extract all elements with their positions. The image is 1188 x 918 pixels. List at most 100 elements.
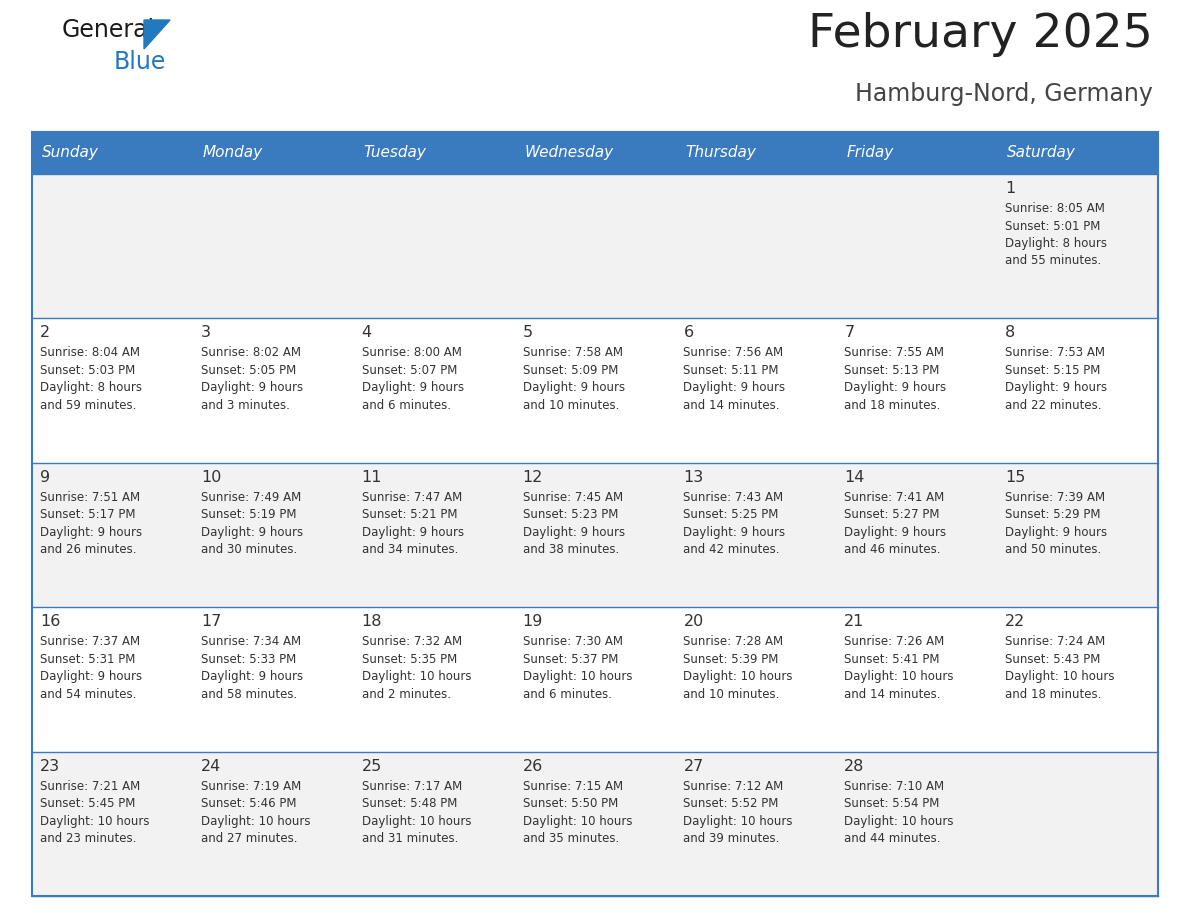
- Text: 28: 28: [845, 758, 865, 774]
- Bar: [32, 132, 192, 174]
- Text: Daylight: 9 hours: Daylight: 9 hours: [40, 526, 143, 539]
- Text: Sunrise: 8:05 AM: Sunrise: 8:05 AM: [1005, 202, 1105, 215]
- Bar: [676, 607, 836, 752]
- Text: and 46 minutes.: and 46 minutes.: [845, 543, 941, 556]
- Text: 26: 26: [523, 758, 543, 774]
- Text: 10: 10: [201, 470, 221, 485]
- Text: 25: 25: [361, 758, 383, 774]
- Text: 23: 23: [40, 758, 61, 774]
- Bar: [676, 319, 836, 463]
- Bar: [354, 174, 514, 319]
- Text: Daylight: 9 hours: Daylight: 9 hours: [40, 670, 143, 683]
- Text: 27: 27: [683, 758, 703, 774]
- Text: Saturday: Saturday: [1007, 145, 1076, 161]
- Text: 6: 6: [683, 325, 694, 341]
- Text: 2: 2: [40, 325, 50, 341]
- Text: 15: 15: [1005, 470, 1025, 485]
- Bar: [32, 752, 192, 896]
- Text: 19: 19: [523, 614, 543, 629]
- Text: Sunrise: 7:26 AM: Sunrise: 7:26 AM: [845, 635, 944, 648]
- Text: and 30 minutes.: and 30 minutes.: [201, 543, 297, 556]
- Text: and 42 minutes.: and 42 minutes.: [683, 543, 781, 556]
- Text: Sunrise: 7:19 AM: Sunrise: 7:19 AM: [201, 779, 301, 792]
- Text: Daylight: 9 hours: Daylight: 9 hours: [201, 670, 303, 683]
- Bar: [354, 752, 514, 896]
- Bar: [676, 174, 836, 319]
- Text: and 27 minutes.: and 27 minutes.: [201, 832, 297, 845]
- Text: and 38 minutes.: and 38 minutes.: [523, 543, 619, 556]
- Text: and 34 minutes.: and 34 minutes.: [361, 543, 459, 556]
- Text: 7: 7: [845, 325, 854, 341]
- Text: 4: 4: [361, 325, 372, 341]
- Text: and 6 minutes.: and 6 minutes.: [523, 688, 612, 700]
- Bar: [192, 463, 354, 607]
- Text: Sunset: 5:52 PM: Sunset: 5:52 PM: [683, 797, 779, 810]
- Text: Tuesday: Tuesday: [364, 145, 426, 161]
- Text: and 14 minutes.: and 14 minutes.: [683, 399, 781, 412]
- Text: Daylight: 9 hours: Daylight: 9 hours: [523, 381, 625, 395]
- Text: Sunset: 5:05 PM: Sunset: 5:05 PM: [201, 364, 296, 377]
- Text: Sunset: 5:23 PM: Sunset: 5:23 PM: [523, 509, 618, 521]
- Text: 1: 1: [1005, 181, 1016, 196]
- Bar: [514, 174, 676, 319]
- Text: 5: 5: [523, 325, 532, 341]
- Text: Sunset: 5:19 PM: Sunset: 5:19 PM: [201, 509, 296, 521]
- Text: Sunset: 5:25 PM: Sunset: 5:25 PM: [683, 509, 779, 521]
- Bar: [836, 319, 997, 463]
- Text: and 31 minutes.: and 31 minutes.: [361, 832, 459, 845]
- Text: Daylight: 10 hours: Daylight: 10 hours: [1005, 670, 1114, 683]
- Text: Sunset: 5:01 PM: Sunset: 5:01 PM: [1005, 219, 1100, 232]
- Text: Daylight: 10 hours: Daylight: 10 hours: [683, 670, 792, 683]
- Text: Sunrise: 7:39 AM: Sunrise: 7:39 AM: [1005, 491, 1105, 504]
- Text: Daylight: 8 hours: Daylight: 8 hours: [40, 381, 143, 395]
- Text: Sunrise: 7:43 AM: Sunrise: 7:43 AM: [683, 491, 784, 504]
- Text: 16: 16: [40, 614, 61, 629]
- Text: and 18 minutes.: and 18 minutes.: [1005, 688, 1101, 700]
- Text: Sunset: 5:35 PM: Sunset: 5:35 PM: [361, 653, 457, 666]
- Text: Daylight: 10 hours: Daylight: 10 hours: [523, 670, 632, 683]
- Text: Sunset: 5:48 PM: Sunset: 5:48 PM: [361, 797, 457, 810]
- Text: Sunset: 5:21 PM: Sunset: 5:21 PM: [361, 509, 457, 521]
- Text: Sunset: 5:03 PM: Sunset: 5:03 PM: [40, 364, 135, 377]
- Text: 21: 21: [845, 614, 865, 629]
- Bar: [997, 752, 1158, 896]
- Text: Daylight: 10 hours: Daylight: 10 hours: [845, 814, 954, 828]
- Text: and 39 minutes.: and 39 minutes.: [683, 832, 779, 845]
- Text: Sunrise: 7:32 AM: Sunrise: 7:32 AM: [361, 635, 462, 648]
- Text: Blue: Blue: [114, 50, 166, 74]
- Text: Sunrise: 7:37 AM: Sunrise: 7:37 AM: [40, 635, 140, 648]
- Text: 18: 18: [361, 614, 383, 629]
- Bar: [836, 607, 997, 752]
- Text: Sunset: 5:13 PM: Sunset: 5:13 PM: [845, 364, 940, 377]
- Text: and 22 minutes.: and 22 minutes.: [1005, 399, 1101, 412]
- Text: 11: 11: [361, 470, 383, 485]
- Bar: [32, 174, 192, 319]
- Text: Sunrise: 7:30 AM: Sunrise: 7:30 AM: [523, 635, 623, 648]
- Bar: [192, 607, 354, 752]
- Text: Sunrise: 7:56 AM: Sunrise: 7:56 AM: [683, 346, 784, 360]
- Text: and 55 minutes.: and 55 minutes.: [1005, 254, 1101, 267]
- Bar: [997, 132, 1158, 174]
- Text: Sunrise: 7:51 AM: Sunrise: 7:51 AM: [40, 491, 140, 504]
- Bar: [514, 132, 676, 174]
- Text: and 18 minutes.: and 18 minutes.: [845, 399, 941, 412]
- Bar: [676, 752, 836, 896]
- Text: 24: 24: [201, 758, 221, 774]
- Text: and 6 minutes.: and 6 minutes.: [361, 399, 450, 412]
- Text: Daylight: 9 hours: Daylight: 9 hours: [845, 526, 947, 539]
- Text: and 23 minutes.: and 23 minutes.: [40, 832, 137, 845]
- Text: 9: 9: [40, 470, 50, 485]
- Text: Sunrise: 7:17 AM: Sunrise: 7:17 AM: [361, 779, 462, 792]
- Text: Thursday: Thursday: [685, 145, 757, 161]
- Text: Daylight: 9 hours: Daylight: 9 hours: [683, 381, 785, 395]
- Text: Daylight: 10 hours: Daylight: 10 hours: [683, 814, 792, 828]
- Bar: [354, 463, 514, 607]
- Text: Sunset: 5:50 PM: Sunset: 5:50 PM: [523, 797, 618, 810]
- Text: Daylight: 9 hours: Daylight: 9 hours: [845, 381, 947, 395]
- Text: February 2025: February 2025: [808, 12, 1154, 57]
- Text: Sunset: 5:46 PM: Sunset: 5:46 PM: [201, 797, 296, 810]
- Text: Daylight: 10 hours: Daylight: 10 hours: [201, 814, 310, 828]
- Text: Daylight: 10 hours: Daylight: 10 hours: [845, 670, 954, 683]
- Text: Sunset: 5:39 PM: Sunset: 5:39 PM: [683, 653, 779, 666]
- Bar: [836, 463, 997, 607]
